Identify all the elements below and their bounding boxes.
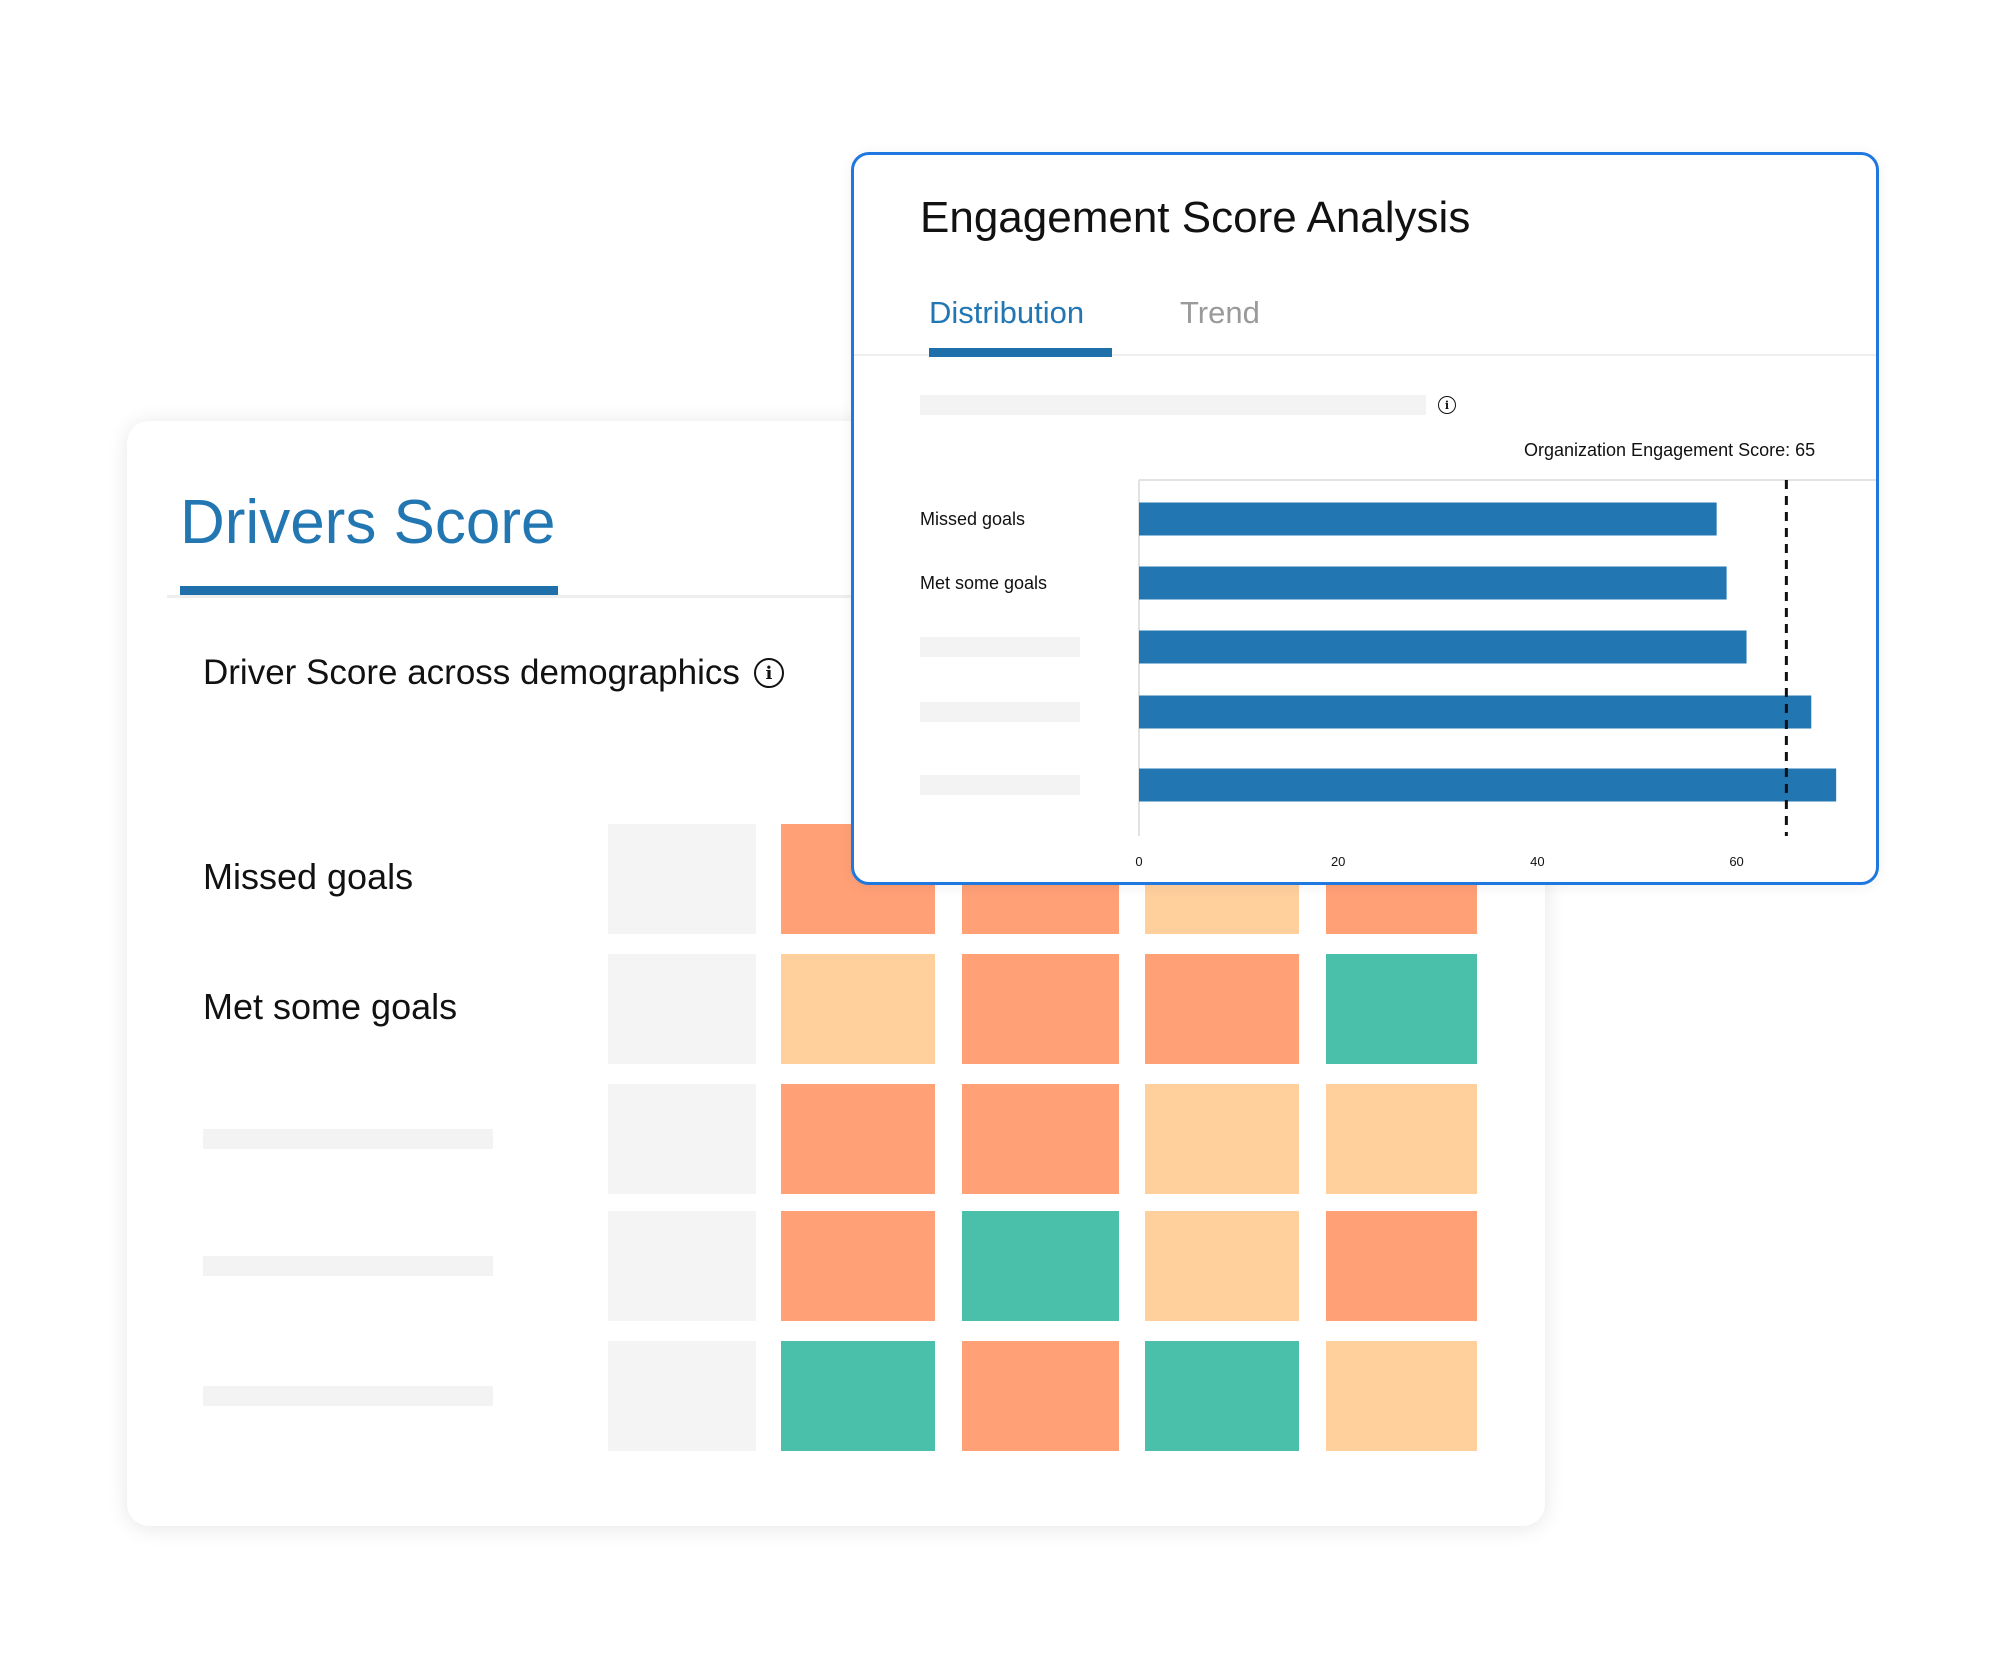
heatmap-cell[interactable] [781, 1084, 935, 1194]
heatmap-cell[interactable] [1326, 1084, 1477, 1194]
category-label-placeholder [920, 775, 1080, 795]
heatmap-row-label: Missed goals [203, 856, 414, 897]
row-label-placeholder [203, 1256, 493, 1276]
active-tab-indicator [929, 348, 1112, 357]
bar [1139, 768, 1837, 802]
heatmap-cell[interactable] [781, 1341, 935, 1451]
heatmap-cell[interactable] [781, 954, 935, 1064]
row-label-placeholder [203, 1386, 493, 1406]
bar-category-label: Missed goals [920, 509, 1025, 529]
x-tick-label: 40 [1530, 854, 1544, 869]
engagement-distribution-chart: Missed goals Met some goals 0 20 40 60 [920, 479, 1876, 869]
heatmap-cell[interactable] [1326, 1211, 1477, 1321]
demographics-heading-text: Driver Score across demographics [203, 653, 740, 692]
bar [1139, 502, 1717, 536]
heatmap-cell[interactable] [608, 1084, 756, 1194]
subtitle-placeholder [920, 395, 1426, 415]
heatmap-cell[interactable] [1326, 954, 1477, 1064]
drivers-title-underline [180, 586, 558, 595]
row-label-placeholder [203, 1129, 493, 1149]
heatmap-cell[interactable] [781, 1211, 935, 1321]
tab-trend[interactable]: Trend [1180, 295, 1260, 330]
heatmap-row-label: Met some goals [203, 986, 458, 1027]
heatmap-cell[interactable] [1326, 1341, 1477, 1451]
tab-distribution[interactable]: Distribution [929, 295, 1085, 330]
info-icon[interactable]: i [753, 658, 784, 688]
heatmap-cell[interactable] [1145, 1211, 1299, 1321]
drivers-tab-divider [167, 595, 1517, 598]
engagement-score-card: Engagement Score Analysis Distribution T… [851, 152, 1879, 885]
heatmap-cell[interactable] [608, 1341, 756, 1451]
info-icon[interactable]: i [1438, 396, 1456, 414]
category-label-placeholder [920, 637, 1080, 657]
heatmap-cell[interactable] [962, 1084, 1119, 1194]
bar-category-label: Met some goals [920, 573, 1047, 593]
org-engagement-score-label: Organization Engagement Score: 65 [1524, 440, 1816, 460]
engagement-title: Engagement Score Analysis [920, 193, 1471, 242]
bar [1139, 566, 1727, 600]
heatmap-cell[interactable] [608, 824, 756, 934]
heatmap-cell[interactable] [1145, 1084, 1299, 1194]
drivers-score-title: Drivers Score [180, 488, 556, 557]
tab-divider [854, 354, 1876, 356]
x-tick-label: 20 [1331, 854, 1345, 869]
heatmap-cell[interactable] [1145, 1341, 1299, 1451]
heatmap-cell[interactable] [1145, 954, 1299, 1064]
bar [1139, 630, 1747, 664]
heatmap-cell[interactable] [962, 954, 1119, 1064]
heatmap-cell[interactable] [962, 1211, 1119, 1321]
heatmap-cell[interactable] [608, 1211, 756, 1321]
heatmap-cell[interactable] [608, 954, 756, 1064]
x-tick-label: 60 [1729, 854, 1743, 869]
bar [1139, 695, 1812, 729]
heatmap-cell[interactable] [962, 1341, 1119, 1451]
category-label-placeholder [920, 702, 1080, 722]
x-tick-label: 0 [1135, 854, 1142, 869]
demographics-heading: Driver Score across demographics i [203, 653, 784, 693]
